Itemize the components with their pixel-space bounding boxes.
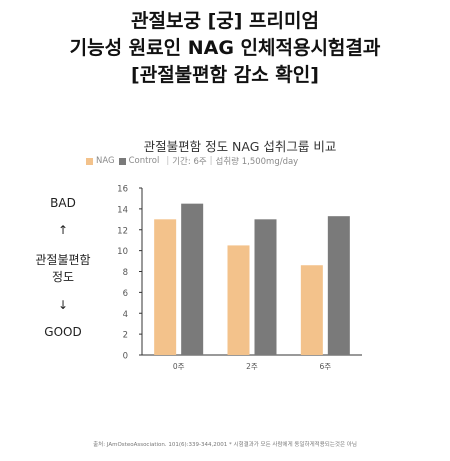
side-arrow-down: ↓ [57,298,69,312]
y-tick-label: 2 [123,331,128,341]
bar-control-3 [327,216,350,355]
y-tick-label: 10 [117,247,128,257]
side-label-bad: BAD [50,196,76,210]
legend-item-control: Control [118,156,160,166]
y-tick-label: 14 [117,205,128,215]
headline-line-2: 기능성 원료인 NAG 인체적용시험결과 [69,37,381,59]
bar-nag-3 [300,265,323,355]
bar-control-1 [181,203,204,355]
chart-title: 관절불편함 정도 NAG 섭취그룹 비교 [143,139,337,154]
bar-nag-2 [227,245,250,355]
x-tick-label: 2주 [246,362,258,371]
side-metric-line-1: 관절불편함 [35,253,91,267]
legend-dose: 섭취량 1,500mg/day [215,157,299,167]
side-label-good: GOOD [44,325,82,339]
chart-legend: NAG Control | 기간: 6주 | 섭취량 1,500mg/day [86,155,406,167]
source-footnote: 출처: JAmOsteoAssociation. 101(6):339-344,… [93,442,357,448]
headline-line-3: [관절불편함 감소 확인] [131,64,319,86]
legend-label-control: Control [128,156,160,166]
y-tick-label: 12 [117,226,128,236]
legend-label-nag: NAG [96,156,115,166]
headline: 관절보궁 [궁] 프리미엄 기능성 원료인 NAG 인체적용시험결과 [관절불편… [0,8,450,89]
legend-item-nag: NAG [86,156,115,166]
legend-period: 기간: 6주 [172,157,207,167]
bar-control-2 [254,219,277,355]
side-metric-line-2: 정도 [51,270,75,284]
y-tick-label: 6 [123,289,128,299]
legend-swatch-control [118,157,126,165]
legend-swatch-nag [86,157,93,165]
headline-line-1: 관절보궁 [궁] 프리미엄 [131,10,319,32]
y-tick-label: 16 [117,185,128,195]
x-tick-label: 0주 [173,362,185,371]
y-tick-label: 0 [123,352,128,362]
side-arrow-up: ↑ [57,223,69,237]
y-tick-label: 8 [123,268,128,278]
legend-separator: | [166,156,170,166]
y-tick-label: 4 [123,310,128,320]
legend-separator: | [209,156,213,166]
bar-nag-1 [154,219,177,355]
x-tick-label: 6주 [319,362,331,371]
